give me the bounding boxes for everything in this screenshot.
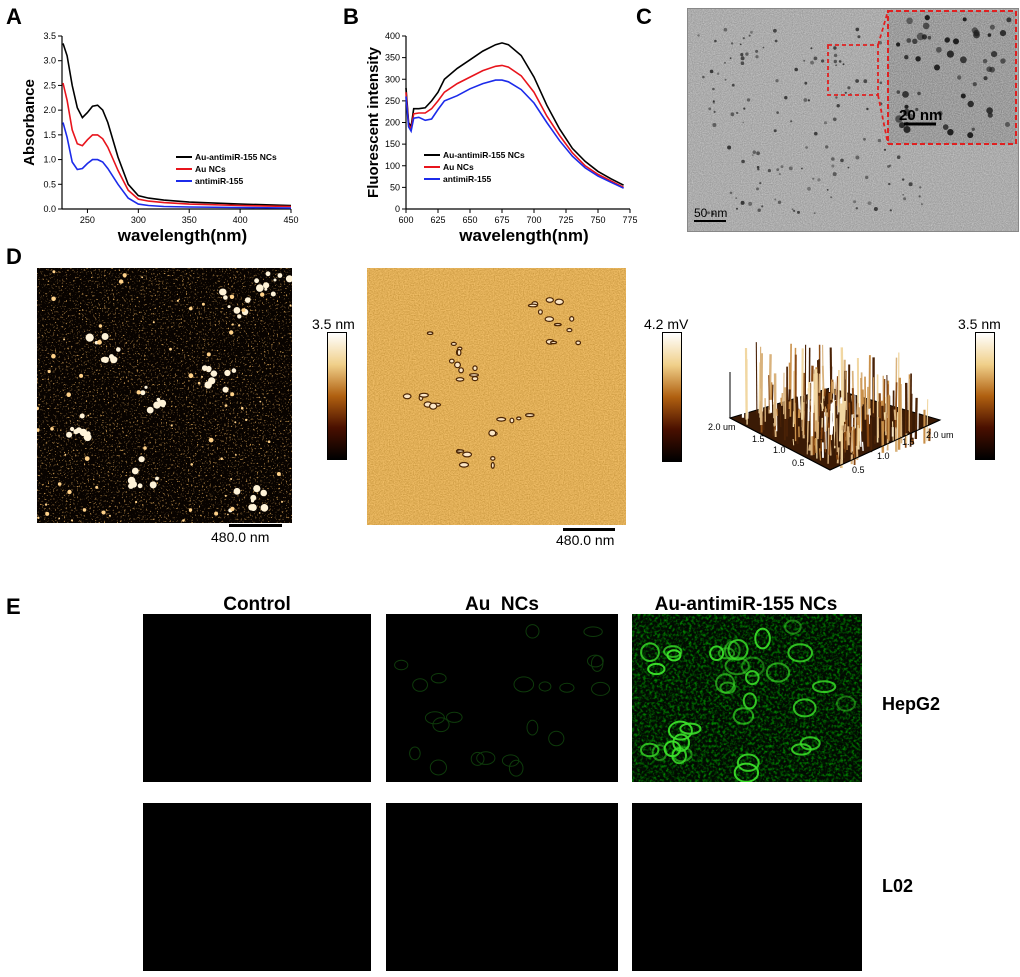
phase-colorbar-label: 4.2 mV — [644, 316, 689, 332]
hepg2-au-antimir-image — [632, 614, 862, 782]
height-colorbar-label: 3.5 nm — [312, 316, 355, 332]
chart-a-legend-label: Au NCs — [195, 164, 226, 174]
chart-a-x-tick-label: 350 — [182, 215, 197, 225]
panel-label-e: E — [6, 594, 21, 619]
chart-b-y-tick-label: 400 — [385, 31, 400, 41]
chart-a-y-tick-label: 3.5 — [43, 31, 56, 41]
chart-a-y-tick-label: 1.5 — [43, 130, 56, 140]
chart-a-y-tick-label: 0.0 — [43, 204, 56, 214]
hepg2-control-image — [143, 614, 371, 782]
chart-a-x-label: wavelength(nm) — [117, 226, 247, 245]
chart-b-series-line — [405, 79, 624, 189]
chart-b-series-line — [405, 42, 624, 186]
chart-b-y-tick-label: 100 — [385, 161, 400, 171]
chart-a-x-tick-label: 300 — [131, 215, 146, 225]
panel-label-a: A — [6, 4, 22, 29]
chart-b-y-tick-label: 250 — [385, 96, 400, 106]
phase-scalebar — [563, 528, 615, 531]
row-title-hepg2: HepG2 — [882, 694, 941, 714]
chart-b-y-tick-label: 300 — [385, 74, 400, 84]
chart-b-x-tick-label: 725 — [558, 215, 573, 225]
column-title-au-ncs: Au NCs — [465, 594, 539, 615]
tem-micrograph: 20 nm 50 nm — [688, 9, 1018, 231]
tem-scale-label: 50 nm — [694, 206, 727, 220]
surface-axis-right-tick-1: 2.0 um — [926, 430, 954, 440]
chart-a-series-line — [62, 122, 292, 209]
chart-b-y-tick-label: 50 — [390, 182, 400, 192]
panel-label-d: D — [6, 244, 22, 269]
chart-b-series-line — [405, 64, 624, 189]
hepg2-au-ncs-image — [386, 614, 618, 782]
chart-b-y-tick-label: 200 — [385, 118, 400, 128]
tem-image: 20 nm 50 nm — [687, 8, 1019, 232]
chart-a-y-tick-label: 3.0 — [43, 56, 56, 66]
chart-a-y-tick-label: 1.0 — [43, 155, 56, 165]
surface-colorbar — [975, 332, 995, 460]
chart-b-x-tick-label: 775 — [622, 215, 637, 225]
column-title-au-antimir: Au-antimiR-155 NCs — [654, 594, 838, 615]
chart-b-y-tick-label: 0 — [395, 204, 400, 214]
panel-label-b: B — [343, 4, 359, 29]
height-colorbar — [327, 332, 347, 460]
height-scalebar — [229, 524, 282, 527]
chart-a-series-line — [62, 43, 292, 207]
surface-axis-right-tick-2: 1.5 — [902, 437, 915, 447]
surface-axis-left-tick-4: 0.5 — [792, 458, 805, 468]
surface-axis-right-tick-4: 0.5 — [852, 465, 865, 475]
absorbance-chart: 250 300 350 400 450 0.0 0.5 1.0 1.5 2.0 2.5 3.0 3.5 w… — [21, 31, 299, 245]
chart-b-x-tick-label: 750 — [590, 215, 605, 225]
surface-axis-left-tick-2: 1.5 — [752, 434, 765, 444]
chart-b-x-tick-label: 600 — [398, 215, 413, 225]
surface-axis-right-tick-3: 1.0 — [877, 451, 890, 461]
phase-scalebar-label: 480.0 nm — [556, 532, 615, 548]
chart-b-y-tick-label: 350 — [385, 53, 400, 63]
chart-a-legend-label: antimiR-155 — [195, 176, 243, 186]
afm-phase-image — [367, 268, 626, 525]
chart-a-x-tick-label: 250 — [80, 215, 95, 225]
chart-a-series-line — [62, 82, 292, 208]
afm-height-image — [37, 268, 292, 523]
l02-au-ncs-image — [386, 803, 618, 971]
chart-b-x-label: wavelength(nm) — [458, 226, 588, 245]
surface-axis-left-tick-3: 1.0 — [773, 445, 786, 455]
chart-b-x-tick-label: 625 — [430, 215, 445, 225]
chart-a-y-tick-label: 0.5 — [43, 179, 56, 189]
surface-colorbar-label: 3.5 nm — [958, 316, 1001, 332]
chart-b-legend-label: Au-antimiR-155 NCs — [443, 150, 525, 160]
chart-b-y-tick-label: 150 — [385, 139, 400, 149]
chart-b-y-label: Fluorescent intensity — [365, 46, 382, 198]
row-title-l02: L02 — [882, 876, 914, 896]
chart-a-y-label: Absorbance — [21, 79, 38, 166]
chart-a-x-tick-label: 450 — [283, 215, 298, 225]
chart-b-x-tick-label: 650 — [462, 215, 477, 225]
chart-a-legend-label: Au-antimiR-155 NCs — [195, 152, 277, 162]
chart-b-legend-label: antimiR-155 — [443, 174, 491, 184]
tem-inset-scale-label: 20 nm — [899, 107, 942, 124]
fluorescence-chart: 600 625 650 675 700 725 750 775 0 50 100 150 200 250 3… — [365, 31, 638, 245]
afm-3d-surface: 2.0 um 1.5 1.0 0.5 2.0 um 1.5 1.0 0.5 — [708, 342, 954, 475]
chart-b-x-tick-label: 675 — [494, 215, 509, 225]
l02-au-antimir-image — [632, 803, 862, 971]
chart-a-y-tick-label: 2.0 — [43, 105, 56, 115]
chart-a-x-tick-label: 400 — [233, 215, 248, 225]
chart-a-y-tick-label: 2.5 — [43, 80, 56, 90]
surface-axis-left-tick-1: 2.0 um — [708, 422, 736, 432]
chart-b-x-tick-label: 700 — [526, 215, 541, 225]
panel-label-c: C — [636, 4, 652, 29]
column-title-control: Control — [223, 594, 291, 615]
chart-b-legend-label: Au NCs — [443, 162, 474, 172]
height-scalebar-label: 480.0 nm — [211, 529, 270, 545]
phase-colorbar — [662, 332, 682, 462]
tem-selection-box — [827, 44, 879, 96]
l02-control-image — [143, 803, 371, 971]
